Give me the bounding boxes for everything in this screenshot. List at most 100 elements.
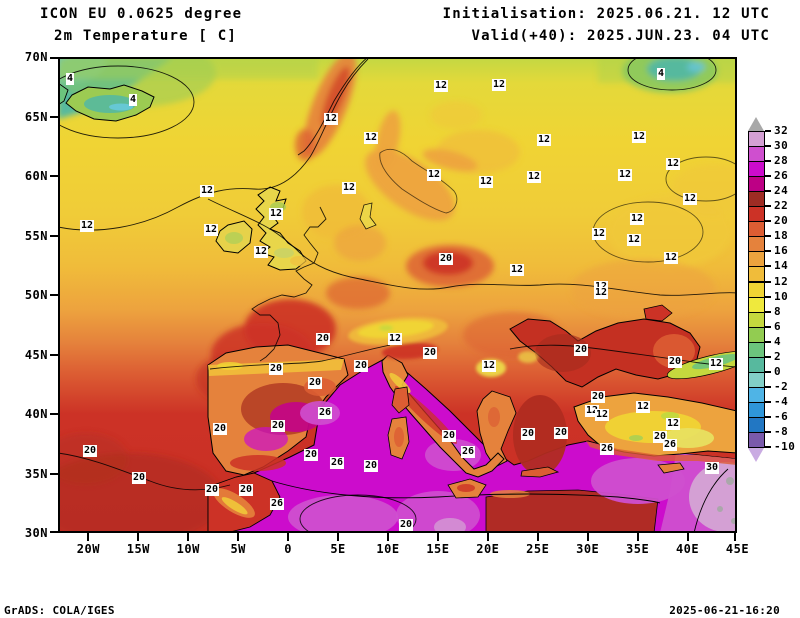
colorbar-segment	[748, 146, 765, 163]
colorbar-level-tick	[765, 370, 771, 373]
contour-value-label: 20	[238, 484, 254, 496]
colorbar-level-label: 26	[774, 169, 789, 183]
lon-tick-label: 0	[284, 542, 292, 556]
lon-tick	[386, 533, 389, 541]
colorbar-segment	[748, 221, 765, 238]
sea-of-azov	[643, 304, 673, 322]
contour-value-label: 4	[656, 68, 666, 80]
contour-value-label: 12	[341, 182, 357, 194]
contour-value-label: 20	[204, 484, 220, 496]
greece-region	[476, 390, 517, 468]
lon-tick-label: 35E	[626, 542, 650, 556]
lon-tick-label: 15E	[426, 542, 450, 556]
colorbar-level-tick	[765, 190, 771, 193]
colorbar-above-max-arrow	[748, 117, 764, 131]
contour-value-label: 12	[491, 79, 507, 91]
colorbar-level-label: 0	[774, 364, 782, 378]
colorbar-segment	[748, 386, 765, 403]
colorbar-level-tick	[765, 295, 771, 298]
contour-value-label: 12	[708, 358, 724, 370]
grads-credit-label: GrADS: COLA/IGES	[4, 604, 115, 617]
contour-value-label: 12	[663, 252, 679, 264]
lon-tick	[337, 533, 340, 541]
lat-tick	[50, 472, 58, 475]
lon-tick	[586, 533, 589, 541]
contour-value-label: 12	[593, 287, 609, 299]
contour-value-label: 12	[635, 401, 651, 413]
colorbar-segment	[748, 416, 765, 433]
colorbar-level-tick	[765, 355, 771, 358]
lat-tick	[50, 57, 58, 59]
contour-value-label: 12	[665, 158, 681, 170]
colorbar-segment	[748, 371, 765, 388]
lat-tick	[50, 294, 58, 296]
contour-value-label: 12	[594, 409, 610, 421]
colorbar-level-label: 8	[774, 304, 782, 318]
lon-tick-label: 15W	[126, 542, 150, 556]
colorbar-level-tick	[765, 160, 771, 163]
lon-tick	[87, 533, 90, 541]
colorbar-below-min-arrow	[748, 448, 764, 463]
colorbar-segment	[748, 356, 765, 373]
contour-value-label: 20	[303, 449, 319, 461]
colorbar-level-tick	[765, 310, 771, 313]
contour-value-label: 20	[268, 363, 284, 375]
colorbar-level-tick	[765, 265, 771, 268]
contour-value-label: 12	[199, 185, 215, 197]
contour-value-label: 30	[704, 462, 720, 474]
contour-value-label: 12	[433, 80, 449, 92]
lon-tick	[734, 533, 736, 541]
colorbar-level-tick	[765, 385, 771, 388]
contour-value-label: 12	[253, 246, 269, 258]
lon-tick-label: 45E	[725, 542, 750, 556]
colorbar-segment	[748, 311, 765, 328]
contour-4-iceland	[58, 65, 195, 139]
coastlines-and-contours	[58, 57, 737, 533]
colorbar-level-label: 6	[774, 319, 782, 333]
lon-tick-label: 10W	[176, 542, 200, 556]
contour-value-label: 4	[128, 94, 138, 106]
colorbar-segment	[748, 191, 765, 208]
contour-value-label: 20	[573, 344, 589, 356]
west-europe-coastline	[251, 206, 327, 362]
colorbar-segment	[748, 266, 765, 283]
lon-tick	[187, 533, 190, 541]
colorbar-level-label: -10	[774, 440, 796, 454]
colorbar-segment	[748, 326, 765, 343]
init-time-label: Initialisation: 2025.06.21. 12 UTC	[442, 6, 770, 22]
colorbar-level-tick	[765, 446, 771, 449]
colorbar-level-tick	[765, 130, 771, 132]
colorbar-level-label: 16	[774, 244, 789, 258]
map-plot-area: 4 4 4 12 12 12 12 12 12 12 12 12 12 12 12 12 12 12 12 12 12 1…	[25, 50, 749, 556]
colorbar-level-label: 32	[774, 124, 789, 137]
lat-tick	[50, 531, 58, 533]
colorbar-segment	[748, 341, 765, 358]
lon-tick-label: 10E	[376, 542, 400, 556]
contour-value-label: 12	[509, 264, 525, 276]
colorbar-level-tick	[765, 280, 771, 283]
contour-value-label: 12	[323, 113, 339, 125]
norway-coastline	[297, 57, 369, 156]
colorbar-level-tick	[765, 205, 771, 208]
lat-tick-label: 70N	[24, 50, 48, 64]
contour-value-label: 20	[438, 253, 454, 265]
lon-tick-label: 25E	[526, 542, 550, 556]
contour-12-russia-2	[665, 156, 737, 202]
colorbar-level-label: 12	[774, 274, 789, 288]
colorbar-segment	[748, 432, 765, 449]
map-frame-border	[58, 57, 737, 533]
lat-tick	[50, 175, 58, 177]
colorbar-level-label: -6	[774, 409, 789, 423]
contour-value-label: 26	[599, 443, 615, 455]
colorbar-level-label: 30	[774, 139, 789, 153]
contour-value-label: 20	[553, 427, 569, 439]
valid-time-label: Valid(+40): 2025.JUN.23. 04 UTC	[471, 28, 770, 44]
lon-tick-label: 5E	[330, 542, 346, 556]
colorbar-level-label: 28	[774, 154, 789, 168]
colorbar-level-label: 14	[774, 259, 789, 273]
colorbar-level-tick	[765, 235, 771, 238]
lat-tick-label: 45N	[24, 347, 48, 362]
lon-tick	[636, 533, 639, 541]
contour-value-label: 26	[317, 407, 333, 419]
contour-value-label: 20	[363, 460, 379, 472]
